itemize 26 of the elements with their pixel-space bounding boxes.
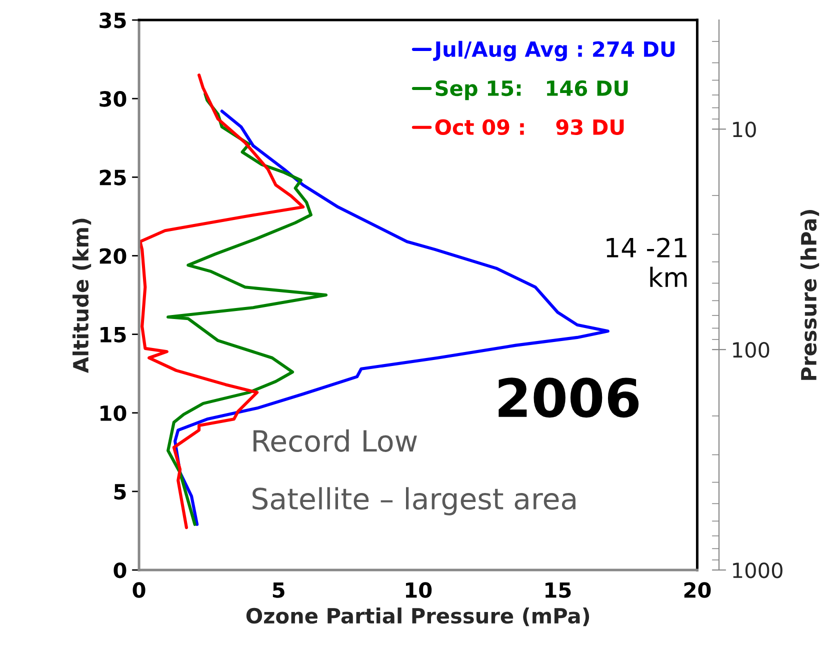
annotation: Satellite – largest area: [252, 487, 576, 516]
y-tick-label: 15: [100, 327, 126, 343]
y-tick-label: 20: [100, 248, 126, 264]
annotation: Record Low: [254, 429, 417, 452]
y-tick-label: 25: [100, 170, 126, 186]
y-tick-label: 35: [100, 12, 126, 28]
y-tick-label: 30: [100, 91, 126, 107]
x-tick-label: 10: [406, 582, 432, 598]
y2-tick-label: 100: [733, 342, 770, 358]
annotation: 14 -21 km: [606, 238, 687, 287]
y-tick-label: 5: [114, 484, 126, 500]
legend-label: Oct 09 : 93 DU: [435, 119, 624, 135]
y-tick-label: 10: [100, 405, 126, 422]
y2-axis-title: Pressure (hPa): [800, 210, 820, 380]
x-tick-label: 0: [132, 582, 146, 598]
x-axis-title: Ozone Partial Pressure (mPa): [246, 608, 590, 626]
x-tick-label: 15: [546, 582, 571, 598]
legend-label: Sep 15: 146 DU: [436, 80, 628, 100]
legend-label: Jul/Aug Avg : 274 DU: [433, 40, 674, 62]
annotation: 2006: [498, 378, 639, 418]
x-tick-label: 20: [684, 582, 711, 598]
y2-tick-label: 1000: [733, 562, 782, 578]
y-tick-label: 0: [114, 562, 126, 578]
y-axis-title: Altitude (km): [72, 218, 92, 373]
y2-tick-label: 10: [733, 122, 756, 138]
x-tick-label: 5: [272, 582, 284, 598]
